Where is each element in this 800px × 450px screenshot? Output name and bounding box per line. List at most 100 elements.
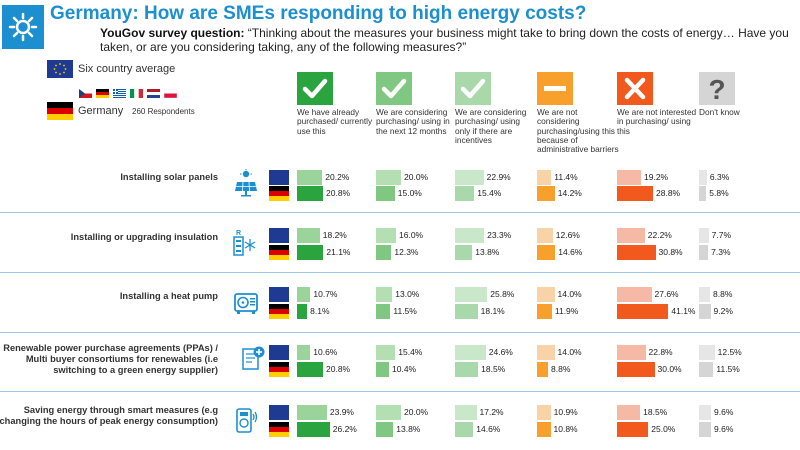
bar-average	[699, 170, 707, 185]
bar-average	[297, 345, 311, 360]
value-label: 6.3%	[709, 172, 730, 182]
value-label: 18.5%	[481, 364, 506, 374]
value-label: 21.1%	[326, 247, 351, 257]
bar-average	[537, 228, 553, 243]
value-label: 12.5%	[717, 347, 742, 357]
bar-germany	[455, 422, 474, 437]
value-label: 7.7%	[711, 230, 731, 240]
row-label-solar-panels: Installing solar panels	[120, 172, 218, 182]
value-label: 26.2%	[332, 424, 357, 434]
bar-average	[537, 405, 551, 420]
heat-pump-icon	[234, 288, 258, 316]
bar-average	[617, 228, 645, 243]
svg-text:R: R	[236, 230, 241, 237]
bar-germany	[699, 362, 714, 377]
question-text: “Thinking about the measures your busine…	[100, 26, 789, 54]
value-label: 8.1%	[310, 306, 330, 316]
germany-flag-icon	[269, 422, 289, 437]
value-label: 20.2%	[325, 172, 350, 182]
bar-average	[617, 170, 641, 185]
bar-average	[699, 287, 710, 302]
bar-germany	[537, 186, 555, 201]
value-label: 10.7%	[313, 289, 338, 299]
column-header-not-interested: We are not interested in purchasing/ usi…	[617, 107, 697, 136]
eu-flag-icon	[47, 60, 73, 78]
bar-average	[699, 405, 711, 420]
value-label: 20.8%	[326, 364, 351, 374]
value-label: 15.4%	[398, 347, 423, 357]
row-separator	[0, 212, 800, 213]
row-label-ppa: Renewable power purchase agreements (PPA…	[3, 343, 218, 375]
check-icon	[455, 72, 491, 105]
value-label: 30.0%	[657, 364, 682, 374]
bar-germany	[537, 362, 548, 377]
yougov-energy-logo	[2, 5, 44, 49]
row-separator	[0, 332, 800, 333]
legend-germany-label: Germany	[78, 105, 124, 117]
czech-flag-icon	[79, 85, 92, 98]
eu-flag-icon	[269, 405, 289, 420]
column-header-next-12-months: We are considering purchasing/ using in …	[376, 107, 450, 136]
value-label: 19.2%	[644, 172, 669, 182]
bar-average	[297, 170, 323, 185]
value-label: 23.9%	[329, 407, 354, 417]
bar-germany	[537, 245, 556, 260]
bar-average	[455, 405, 477, 420]
bar-germany	[699, 186, 707, 201]
germany-flag-icon	[269, 362, 289, 377]
value-label: 9.6%	[714, 407, 734, 417]
value-label: 10.4%	[392, 364, 417, 374]
bar-average	[297, 287, 311, 302]
value-label: 16.0%	[399, 230, 424, 240]
value-label: 8.8%	[713, 289, 733, 299]
value-label: 10.6%	[313, 347, 338, 357]
column-header-admin-barriers: We are not considering purchasing/using …	[537, 107, 619, 155]
bar-germany	[376, 186, 395, 201]
value-label: 20.0%	[404, 172, 429, 182]
bar-germany	[537, 422, 551, 437]
bar-average	[297, 228, 320, 243]
question-label: YouGov survey question:	[100, 26, 245, 40]
row-label-insulation: Installing or upgrading insulation	[70, 232, 218, 242]
bar-average	[297, 405, 327, 420]
value-label: 22.2%	[647, 230, 672, 240]
bar-average	[699, 228, 709, 243]
svg-text:?: ?	[708, 74, 725, 105]
bar-germany	[376, 304, 391, 319]
bar-average	[617, 287, 652, 302]
value-label: 13.8%	[475, 247, 500, 257]
poland-flag-icon	[163, 85, 178, 99]
bar-germany	[537, 304, 552, 319]
germany-flag-icon	[269, 245, 289, 260]
bar-germany	[699, 304, 711, 319]
eu-flag-icon	[269, 287, 289, 302]
bar-average	[376, 228, 396, 243]
bar-germany	[376, 362, 389, 377]
bar-average	[376, 170, 401, 185]
value-label: 13.8%	[396, 424, 421, 434]
value-label: 14.2%	[557, 188, 582, 198]
value-label: 15.0%	[397, 188, 422, 198]
smart-meter-icon	[234, 406, 258, 434]
bar-germany	[455, 245, 473, 260]
minus-icon	[537, 72, 573, 105]
bar-germany	[297, 422, 330, 437]
value-label: 10.8%	[553, 424, 578, 434]
netherlands-flag-icon	[147, 85, 160, 98]
value-label: 20.0%	[404, 407, 429, 417]
column-header-incentives: We are considering purchasing/ using onl…	[455, 107, 527, 145]
row-separator	[0, 272, 800, 273]
check-icon	[376, 72, 412, 105]
bar-germany	[617, 304, 669, 319]
row-label-smart-measures: Saving energy through smart measures (e.…	[0, 405, 218, 426]
value-label: 9.6%	[714, 424, 734, 434]
value-label: 22.8%	[648, 347, 673, 357]
row-separator	[0, 391, 800, 392]
italy-flag-icon	[130, 85, 143, 98]
bar-germany	[455, 186, 475, 201]
value-label: 11.9%	[554, 306, 579, 316]
contract-plus-icon	[242, 345, 266, 373]
value-label: 12.3%	[394, 247, 419, 257]
value-label: 20.8%	[326, 188, 351, 198]
bar-average	[537, 345, 555, 360]
